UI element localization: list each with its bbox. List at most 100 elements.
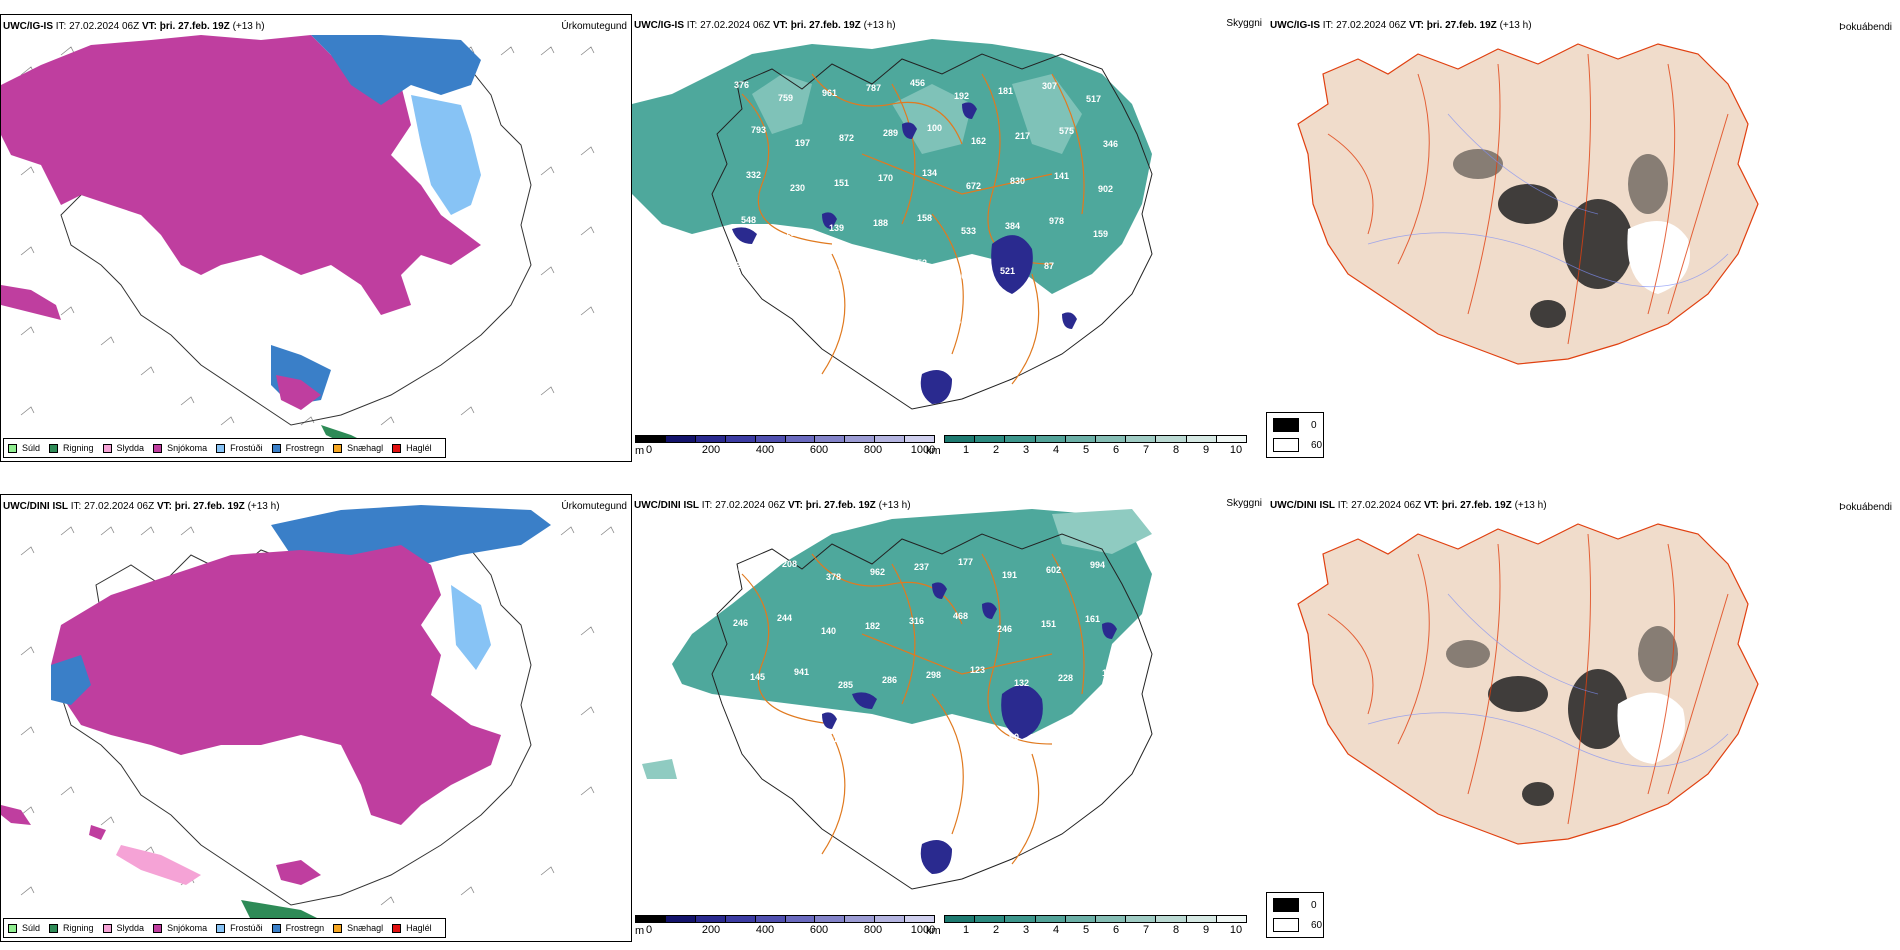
visibility-value-label: 346 (1103, 139, 1118, 149)
visibility-value-label: 162 (971, 136, 986, 146)
visibility-value-label: 107 (740, 780, 755, 790)
visibility-value-label: 602 (1046, 565, 1061, 575)
sleet-west (116, 845, 201, 885)
legend-item: Snjókoma (153, 923, 207, 933)
visibility-value-label: 978 (1049, 216, 1064, 226)
visibility-value-label: 872 (839, 133, 854, 143)
legend-item: Snæhagl (333, 923, 383, 933)
snow-south (276, 860, 321, 885)
visibility-value-label: 158 (917, 213, 932, 223)
panel-title: Þokuábendi (1839, 502, 1892, 513)
panel-header: UWC/IG-IS IT: 27.02.2024 06Z VT: þri. 27… (1270, 20, 1532, 31)
panel-header: UWC/DINI ISL IT: 27.02.2024 06Z VT: þri.… (3, 501, 280, 512)
legend-item: Haglél (392, 443, 432, 453)
visibility-value-label: 47 (907, 303, 917, 313)
visibility-panel-2: 627 208 378 962 237 177 191 602 994 246 244 140 182 3… (632, 494, 1268, 942)
visibility-value-label: 793 (751, 125, 766, 135)
visibility-value-label: 672 (966, 181, 981, 191)
visibility-value-label: 181 (998, 86, 1013, 96)
fog-legend-2: 0 60 (1266, 892, 1324, 938)
low-visibility-area (672, 509, 1152, 734)
legend-item: Snæhagl (333, 443, 383, 453)
visibility-value-label: 90 (1009, 732, 1019, 742)
legend-item: Haglél (392, 923, 432, 933)
visibility-value-label: 139 (829, 223, 844, 233)
visibility-value-label: 161 (1085, 614, 1100, 624)
precip-type-panel-2: UWC/DINI ISL IT: 27.02.2024 06Z VT: þri.… (0, 494, 632, 942)
precip-legend-2: Súld Rigning Slydda Snjókoma Frostúði Fr… (3, 918, 446, 938)
visibility-value-label: 289 (883, 128, 898, 138)
iceland-coastline (60, 539, 532, 906)
visibility-value-label: 87 (1044, 261, 1054, 271)
visibility-value-label: 787 (866, 83, 881, 93)
visibility-value-label: 960 (956, 271, 971, 281)
visibility-value-label: 307 (1042, 81, 1057, 91)
visibility-value-label: 132 (1014, 678, 1029, 688)
visibility-value-label: 575 (1059, 126, 1074, 136)
visibility-value-label: 830 (1010, 176, 1025, 186)
visibility-value-label: 228 (1058, 673, 1073, 683)
visibility-value-label: 191 (1002, 570, 1017, 580)
legend-item: Rigning (49, 443, 94, 453)
freezing-rain-north (271, 505, 551, 565)
legend-item: Súld (8, 923, 40, 933)
visibility-value-label: 197 (795, 138, 810, 148)
elevation-colorbar-2: 0 200 400 600 800 1000 m (635, 915, 935, 937)
visibility-value-label: 994 (1090, 560, 1105, 570)
visibility-value-label: 230 (790, 183, 805, 193)
visibility-panel-1: 376 759 961 787 456 192 181 307 517 793 197 872 289 1… (632, 14, 1268, 462)
visibility-colorbar-1: 1 2 3 4 5 6 7 8 9 10 km (926, 435, 1247, 457)
visibility-value-label: 159 (1093, 229, 1108, 239)
precip-type-map-2 (1, 505, 615, 935)
visibility-value-label: 627 (738, 564, 753, 574)
legend-item: Frostregn (271, 443, 324, 453)
fog-legend-1: 0 60 (1266, 412, 1324, 458)
visibility-value-label: 148 (1088, 274, 1103, 284)
tick: 600 (809, 444, 829, 456)
freezing-drizzle-region (411, 95, 481, 215)
visibility-value-label: 97 (819, 313, 829, 323)
precip-type-panel-1: UWC/IG-IS IT: 27.02.2024 06Z VT: þri. 27… (0, 14, 632, 462)
visibility-value-label: 177 (958, 557, 973, 567)
visibility-value-label: 188 (873, 218, 888, 228)
tick: 0 (645, 444, 653, 456)
legend-item: Frostúði (216, 923, 263, 933)
visibility-value-label: 151 (877, 729, 892, 739)
visibility-value-label: 902 (1098, 184, 1113, 194)
visibility-value-label: 167 (1102, 668, 1117, 678)
visibility-value-label: 192 (954, 91, 969, 101)
elevation-colorbar-swatches (635, 435, 935, 443)
panel-title: Úrkomutegund (561, 21, 627, 32)
visibility-value-label: 38 (995, 311, 1005, 321)
visibility-map-1: 376 759 961 787 456 192 181 307 517 793 197 872 289 1… (632, 39, 1153, 410)
visibility-value-label: 147 (789, 721, 804, 731)
tick: 1000 (910, 444, 936, 456)
visibility-value-label: 468 (953, 611, 968, 621)
visibility-value-label: 298 (926, 670, 941, 680)
visibility-value-label: 208 (782, 559, 797, 569)
visibility-value-label: 208 (736, 260, 751, 270)
panel-title: Skyggni (1226, 498, 1262, 509)
visibility-value-label: 152 (912, 258, 927, 268)
freezing-drizzle-region (451, 585, 491, 670)
visibility-value-label: 533 (961, 226, 976, 236)
visibility-value-label: 378 (826, 572, 841, 582)
visibility-value-label: 170 (878, 173, 893, 183)
legend-item: Frostregn (271, 923, 324, 933)
fog-indicator-map-1 (1297, 43, 1759, 365)
tick: 200 (701, 444, 721, 456)
freezing-rain-region (311, 35, 481, 105)
visibility-value-label: 237 (914, 562, 929, 572)
visibility-value-label: 941 (794, 667, 809, 677)
visibility-value-label: 137 (833, 734, 848, 744)
visibility-value-label: 548 (741, 215, 756, 225)
panel-header: UWC/IG-IS IT: 27.02.2024 06Z VT: þri. 27… (3, 21, 265, 32)
visibility-value-label: 517 (1086, 94, 1101, 104)
visibility-value-label: 87 (863, 308, 873, 318)
visibility-value-label: 123 (970, 665, 985, 675)
visibility-value-label: 286 (882, 675, 897, 685)
visibility-value-label: 521 (1000, 266, 1015, 276)
precip-type-map-1 (1, 35, 595, 447)
panel-header: UWC/IG-IS IT: 27.02.2024 06Z VT: þri. 27… (634, 20, 896, 31)
snow-region (1, 35, 481, 315)
